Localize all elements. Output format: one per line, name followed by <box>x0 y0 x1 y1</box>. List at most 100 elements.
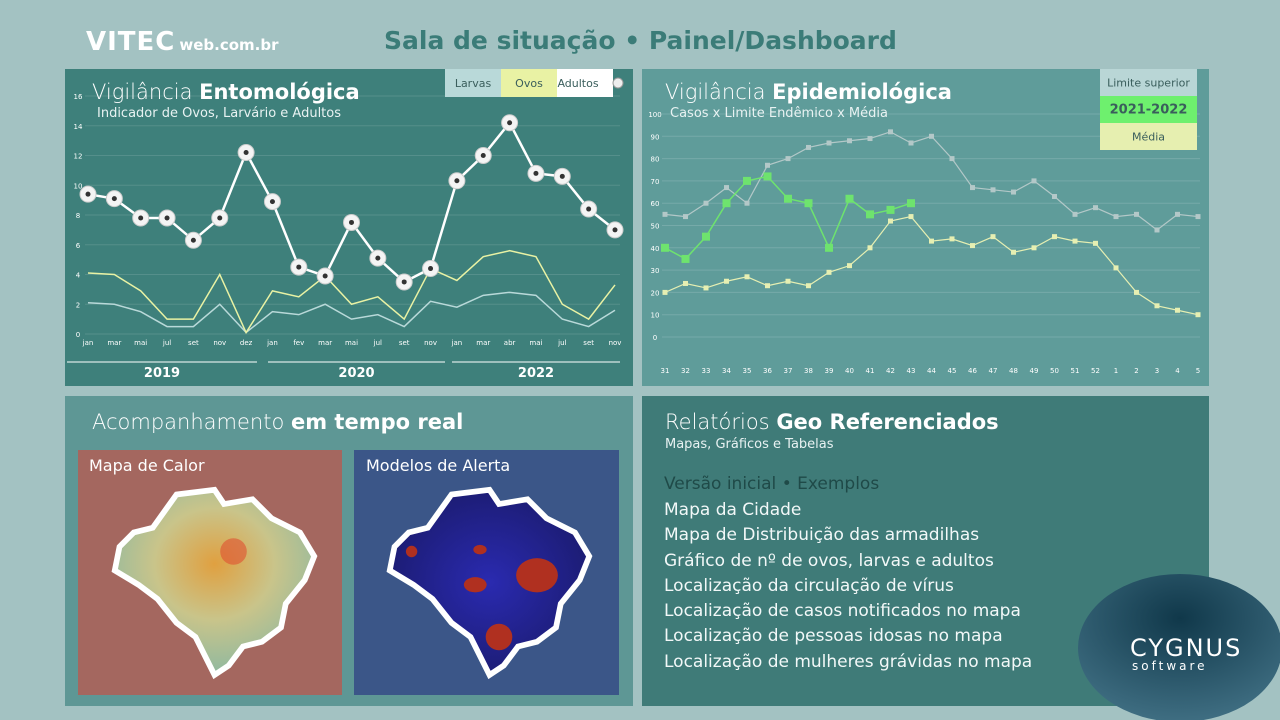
x-tick-label: nov <box>424 339 437 347</box>
report-item: Localização da circulação de vírus <box>664 575 954 596</box>
marker <box>744 274 750 280</box>
x-tick-label: mai <box>134 339 147 347</box>
panel-title: Relatórios Geo Referenciados <box>665 410 999 434</box>
x-tick-label: jan <box>266 339 278 347</box>
marker-icon <box>85 191 91 197</box>
x-tick-label: 48 <box>1009 367 1018 375</box>
x-tick-label: fev <box>293 339 304 347</box>
y-tick-label: 0 <box>76 331 80 339</box>
x-tick-label: 44 <box>927 367 936 375</box>
subtitle: Casos x Limite Endêmico x Média <box>670 106 888 121</box>
logo: VITEC web.com.br <box>86 27 279 57</box>
marker <box>662 289 668 295</box>
marker-icon <box>243 150 249 156</box>
logo-text: VITEC <box>86 27 176 57</box>
title-light: Relatórios <box>665 410 770 434</box>
marker <box>722 199 731 208</box>
marker-icon <box>480 153 486 158</box>
y-tick-label: 12 <box>74 153 83 161</box>
marker <box>743 176 751 185</box>
brazil-heat <box>111 486 318 680</box>
marker-icon <box>322 273 328 279</box>
x-tick-label: nov <box>609 339 622 347</box>
marker <box>785 156 791 162</box>
marker-icon <box>533 170 539 176</box>
report-item: Mapa da Cidade <box>664 500 802 520</box>
title-light: Acompanhamento <box>92 410 285 434</box>
x-tick-label: abr <box>504 339 516 347</box>
y-tick-label: 30 <box>651 267 660 275</box>
marker-icon <box>428 266 434 272</box>
marker <box>825 243 833 252</box>
y-tick-label: 80 <box>651 156 660 164</box>
marker <box>683 214 688 220</box>
x-tick-label: jul <box>557 339 566 347</box>
brand: CYGNUS <box>1130 634 1242 662</box>
marker <box>662 211 668 217</box>
series-line <box>87 291 616 334</box>
marker <box>1113 214 1119 220</box>
marker <box>1093 240 1098 246</box>
x-tick-label: 39 <box>825 367 834 375</box>
year-label: 2022 <box>518 366 554 381</box>
marker <box>949 236 955 242</box>
x-tick-label: set <box>399 339 410 347</box>
marker <box>1113 265 1119 271</box>
x-tick-label: 5 <box>1196 367 1200 375</box>
marker <box>990 234 996 240</box>
y-tick-label: 90 <box>651 133 660 141</box>
x-tick-label: dez <box>240 339 253 347</box>
marker <box>1072 238 1078 244</box>
title-light: Vigilância <box>665 80 766 104</box>
x-tick-label: 42 <box>886 367 895 375</box>
marker <box>804 199 813 208</box>
marker <box>1175 211 1180 217</box>
marker <box>724 185 729 191</box>
marker <box>765 162 770 168</box>
marker <box>1134 289 1139 295</box>
marker <box>1072 211 1078 217</box>
marker <box>867 136 873 142</box>
legend-box <box>1100 69 1197 96</box>
title-bold: Geo Referenciados <box>776 410 999 434</box>
marker <box>970 243 975 249</box>
legend-label: Ovos <box>515 77 543 90</box>
panel-title: Acompanhamento em tempo real <box>92 410 463 434</box>
y-tick-label: 40 <box>651 245 660 253</box>
alert-zone <box>405 545 418 558</box>
x-tick-label: 35 <box>743 367 752 375</box>
year-label: 2020 <box>338 366 374 381</box>
marker <box>744 200 750 206</box>
legend-label: Larvas <box>455 77 492 90</box>
intro: Versão inicial • Exemplos <box>664 474 879 494</box>
x-tick-label: 51 <box>1071 367 1080 375</box>
x-tick-label: 1 <box>1114 367 1118 375</box>
marker <box>1134 211 1139 217</box>
marker <box>847 263 852 269</box>
legend-box <box>445 69 501 97</box>
map-label: Mapa de Calor <box>89 456 205 475</box>
x-tick-label: 38 <box>804 367 813 375</box>
marker <box>888 218 893 224</box>
marker <box>990 187 996 193</box>
map-label: Modelos de Alerta <box>366 456 511 475</box>
report-item: Localização de pessoas idosas no mapa <box>664 626 1003 647</box>
legend-box <box>501 69 557 97</box>
x-tick-label: jul <box>373 339 382 347</box>
marker <box>908 214 914 220</box>
x-tick-label: 36 <box>763 367 772 375</box>
y-tick-label: 0 <box>653 334 657 342</box>
x-tick-label: set <box>188 339 199 347</box>
marker-icon <box>349 219 354 225</box>
x-tick-label: mai <box>345 339 358 347</box>
x-tick-label: jul <box>162 339 171 347</box>
marker-icon <box>296 264 302 270</box>
marker <box>949 156 955 162</box>
title-bold: Entomológica <box>199 80 360 104</box>
marker <box>826 269 832 275</box>
marker-icon <box>586 206 592 212</box>
x-tick-label: 40 <box>845 367 854 375</box>
alert-zone <box>516 558 558 593</box>
y-tick-label: 14 <box>74 123 83 131</box>
marker <box>763 172 772 181</box>
